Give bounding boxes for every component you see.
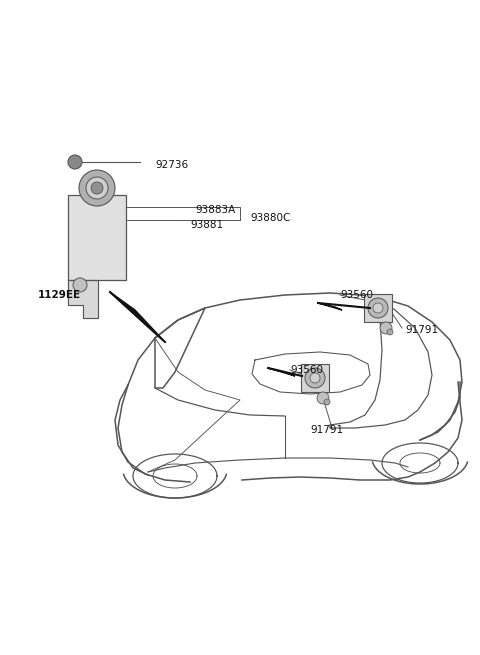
- Text: 93883A: 93883A: [195, 205, 235, 215]
- FancyBboxPatch shape: [301, 364, 329, 392]
- Text: 91791: 91791: [310, 425, 343, 435]
- Circle shape: [368, 298, 388, 318]
- Text: 91791: 91791: [405, 325, 438, 335]
- Circle shape: [310, 373, 320, 383]
- Text: 92736: 92736: [155, 160, 188, 170]
- Circle shape: [73, 278, 87, 292]
- Circle shape: [324, 399, 330, 405]
- Polygon shape: [318, 303, 342, 310]
- Circle shape: [79, 170, 115, 206]
- Text: 93880C: 93880C: [250, 213, 290, 223]
- Text: 93881: 93881: [190, 220, 223, 230]
- Circle shape: [68, 155, 82, 169]
- Circle shape: [305, 368, 325, 388]
- Circle shape: [387, 329, 393, 335]
- Polygon shape: [268, 368, 295, 376]
- Circle shape: [317, 392, 329, 404]
- Text: 93560: 93560: [290, 365, 323, 375]
- Text: 93560: 93560: [340, 290, 373, 300]
- Circle shape: [86, 177, 108, 199]
- Circle shape: [373, 303, 383, 313]
- Circle shape: [91, 182, 103, 194]
- Polygon shape: [68, 280, 98, 318]
- FancyBboxPatch shape: [364, 294, 392, 322]
- FancyBboxPatch shape: [68, 195, 126, 280]
- Circle shape: [380, 322, 392, 334]
- Text: 1129EE: 1129EE: [38, 290, 81, 300]
- Polygon shape: [110, 292, 165, 342]
